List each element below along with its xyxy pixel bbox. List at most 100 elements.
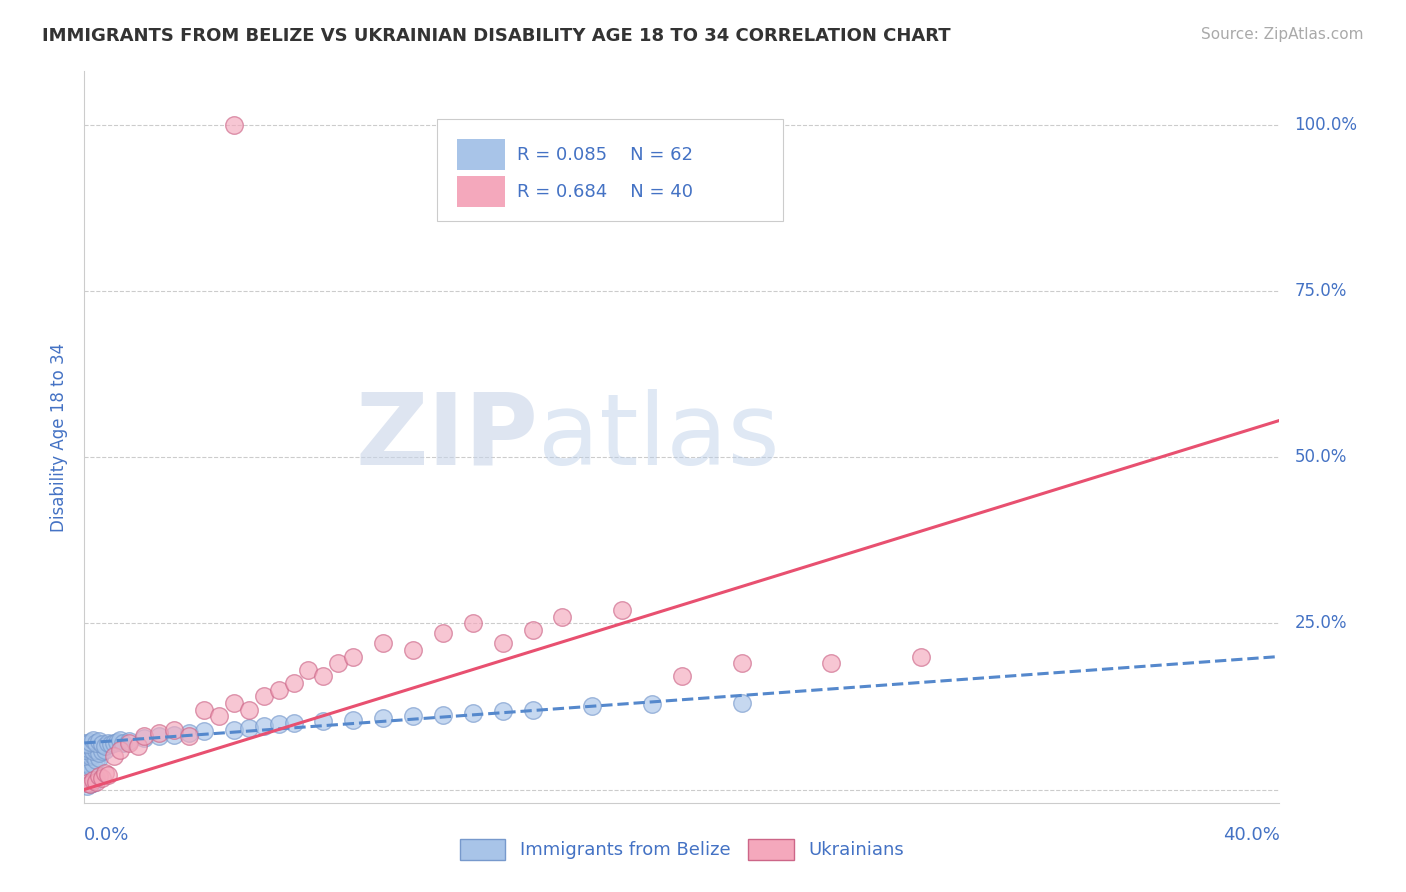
Point: [82, 757, 104, 772]
Point: [76, 756, 98, 770]
Point: [461, 706, 484, 720]
Point: [297, 663, 319, 677]
Point: [522, 623, 544, 637]
Text: ZIP: ZIP: [356, 389, 538, 485]
Point: [89, 734, 111, 748]
Text: 25.0%: 25.0%: [1295, 615, 1347, 632]
Point: [208, 709, 231, 723]
Point: [103, 749, 125, 764]
Point: [94, 739, 117, 754]
Point: [110, 732, 132, 747]
Point: [283, 676, 305, 690]
Text: atlas: atlas: [538, 389, 780, 485]
Point: [91, 744, 114, 758]
Point: [79, 749, 101, 764]
Point: [76, 776, 98, 790]
Point: [522, 703, 544, 717]
Text: 100.0%: 100.0%: [1295, 116, 1357, 134]
Point: [132, 729, 156, 743]
Point: [238, 722, 260, 736]
Point: [581, 699, 603, 714]
Text: R = 0.684    N = 40: R = 0.684 N = 40: [517, 183, 693, 201]
Point: [312, 714, 335, 728]
Point: [79, 777, 101, 791]
Point: [89, 750, 111, 764]
Point: [432, 626, 454, 640]
Point: [132, 731, 156, 745]
Point: [97, 768, 120, 782]
Point: [82, 776, 104, 790]
FancyBboxPatch shape: [437, 119, 783, 221]
Point: [76, 772, 98, 787]
Point: [193, 703, 215, 717]
FancyBboxPatch shape: [457, 176, 505, 207]
Point: [148, 729, 170, 743]
Point: [328, 656, 350, 670]
Point: [820, 656, 842, 670]
Point: [910, 649, 932, 664]
Point: [193, 723, 215, 738]
Point: [373, 636, 395, 650]
Point: [112, 736, 135, 750]
Text: 0.0%: 0.0%: [84, 826, 129, 844]
Point: [91, 737, 114, 751]
Point: [89, 746, 111, 760]
Point: [76, 746, 98, 760]
Point: [163, 728, 186, 742]
Point: [110, 742, 132, 756]
Point: [148, 726, 170, 740]
Point: [253, 719, 276, 733]
Point: [641, 698, 664, 712]
Point: [312, 669, 335, 683]
Point: [82, 732, 104, 747]
Point: [612, 603, 634, 617]
Point: [253, 690, 276, 704]
Point: [402, 643, 425, 657]
Point: [91, 771, 114, 785]
Point: [86, 753, 108, 767]
Point: [342, 713, 364, 727]
Point: [73, 749, 96, 764]
Point: [76, 779, 98, 793]
Point: [86, 742, 108, 756]
Point: [222, 696, 245, 710]
Point: [100, 737, 122, 751]
Point: [373, 711, 395, 725]
Point: [94, 742, 117, 756]
Point: [432, 708, 454, 723]
Point: [342, 649, 364, 664]
Text: R = 0.085    N = 62: R = 0.085 N = 62: [517, 146, 693, 164]
Point: [73, 769, 96, 783]
Point: [177, 729, 200, 743]
Point: [671, 669, 693, 683]
Point: [731, 656, 754, 670]
Point: [177, 726, 200, 740]
Point: [163, 723, 186, 737]
Point: [105, 734, 128, 748]
Point: [94, 765, 117, 780]
Text: IMMIGRANTS FROM BELIZE VS UKRAINIAN DISABILITY AGE 18 TO 34 CORRELATION CHART: IMMIGRANTS FROM BELIZE VS UKRAINIAN DISA…: [42, 27, 950, 45]
Point: [283, 716, 305, 731]
Point: [103, 736, 125, 750]
Text: 75.0%: 75.0%: [1295, 282, 1347, 300]
Point: [86, 771, 108, 785]
Point: [97, 736, 120, 750]
Point: [492, 704, 515, 718]
Point: [127, 739, 149, 754]
Point: [82, 744, 104, 758]
Point: [82, 772, 104, 787]
FancyBboxPatch shape: [457, 139, 505, 170]
Y-axis label: Disability Age 18 to 34: Disability Age 18 to 34: [51, 343, 69, 532]
Point: [76, 741, 98, 756]
Point: [79, 759, 101, 773]
Point: [73, 742, 96, 756]
Point: [86, 736, 108, 750]
Point: [222, 723, 245, 737]
Point: [79, 777, 101, 791]
Point: [89, 769, 111, 783]
Point: [86, 774, 108, 789]
Point: [402, 709, 425, 723]
Point: [79, 734, 101, 748]
Legend: Immigrants from Belize, Ukrainians: Immigrants from Belize, Ukrainians: [453, 831, 911, 867]
Point: [118, 734, 141, 748]
